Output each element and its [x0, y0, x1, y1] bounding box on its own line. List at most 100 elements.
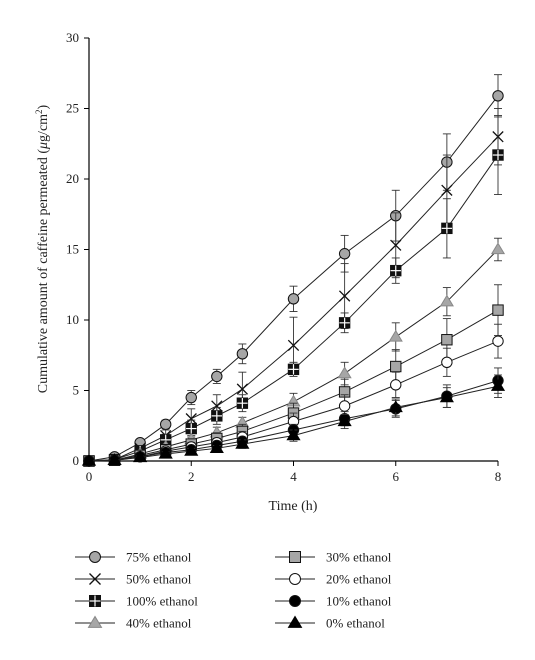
- legend-label: 75% ethanol: [126, 550, 192, 565]
- x-axis-title: Time (h): [269, 499, 318, 514]
- marker-stroke: [287, 339, 300, 352]
- data-point: [390, 360, 402, 373]
- data-point: [211, 410, 223, 422]
- marker-shape: [235, 436, 250, 449]
- marker-shape: [289, 595, 301, 607]
- data-point: [490, 379, 506, 391]
- legend-marker: [289, 551, 301, 563]
- series-0: [83, 74, 504, 467]
- legend-item: 50% ethanol: [75, 572, 192, 587]
- data-point: [184, 443, 199, 456]
- data-point: [287, 293, 300, 305]
- data-point: [492, 304, 504, 316]
- legend-label: 50% ethanol: [126, 572, 192, 587]
- x-tick-label: 8: [495, 469, 502, 484]
- data-point: [441, 356, 453, 368]
- marker-shape: [337, 414, 352, 427]
- marker-shape: [441, 356, 453, 368]
- x-tick-label: 2: [188, 469, 195, 484]
- marker-shape: [289, 573, 301, 585]
- legend-marker: [289, 595, 301, 607]
- y-tick-label: 10: [66, 312, 79, 327]
- data-point: [185, 422, 197, 435]
- series-7: [81, 374, 506, 466]
- data-point: [338, 248, 351, 260]
- marker-shape: [107, 453, 122, 465]
- data-point: [236, 348, 249, 360]
- data-point: [211, 370, 223, 383]
- legend-label: 0% ethanol: [326, 616, 385, 631]
- legend-item: 20% ethanol: [275, 572, 392, 587]
- marker-stroke: [390, 239, 402, 251]
- data-point: [287, 363, 300, 376]
- marker-shape: [492, 90, 504, 102]
- data-point: [287, 339, 300, 352]
- legend-label: 10% ethanol: [326, 594, 392, 609]
- marker-shape: [158, 446, 173, 459]
- ticks: 0 2 4 6 8 0 5 10 15 20 25 30: [66, 30, 501, 484]
- data-point: [338, 290, 351, 302]
- marker-shape: [209, 441, 224, 453]
- marker-shape: [388, 329, 403, 342]
- legend-item: 40% ethanol: [75, 616, 192, 631]
- y-axis-title-unit: g/cm: [36, 114, 51, 142]
- marker-shape: [211, 370, 223, 383]
- data-point: [388, 400, 403, 413]
- data-point: [439, 390, 454, 403]
- data-point: [490, 242, 506, 255]
- legend-label: 40% ethanol: [126, 616, 192, 631]
- marker-shape: [388, 400, 403, 413]
- legend-item: 30% ethanol: [275, 550, 392, 565]
- marker-shape: [492, 335, 504, 347]
- marker-shape: [490, 242, 506, 255]
- marker-stroke: [211, 400, 223, 412]
- marker-shape: [441, 334, 453, 346]
- data-point: [388, 329, 403, 342]
- legend-label: 100% ethanol: [126, 594, 198, 609]
- marker-shape: [338, 400, 351, 412]
- marker-shape: [287, 293, 300, 305]
- data-point: [235, 436, 250, 449]
- data-point: [390, 239, 402, 251]
- legend-item: 75% ethanol: [75, 550, 192, 565]
- legend-item: 10% ethanol: [275, 594, 392, 609]
- marker-shape: [390, 360, 402, 373]
- data-point: [209, 441, 224, 453]
- marker-stroke: [185, 413, 197, 425]
- y-tick-label: 0: [73, 453, 80, 468]
- marker-shape: [185, 391, 197, 404]
- legend-marker: [287, 615, 303, 628]
- data-point: [158, 446, 173, 459]
- data-point: [338, 400, 351, 412]
- data-point: [185, 413, 197, 425]
- data-point: [133, 450, 148, 463]
- marker-shape: [236, 348, 249, 360]
- data-point: [286, 428, 301, 441]
- data-point: [236, 383, 249, 395]
- marker-shape: [89, 551, 101, 563]
- data-point: [81, 453, 97, 466]
- legend-marker: [89, 551, 101, 563]
- data-point: [337, 414, 352, 427]
- marker-shape: [338, 248, 351, 260]
- data-point: [338, 317, 351, 329]
- marker-shape: [337, 366, 352, 379]
- data-point: [441, 334, 453, 346]
- marker-shape: [159, 418, 172, 431]
- marker-shape: [492, 304, 504, 316]
- legend-marker: [89, 595, 101, 607]
- marker-shape: [289, 551, 301, 563]
- data-point: [211, 400, 223, 412]
- marker-shape: [287, 615, 303, 628]
- marker-shape: [490, 379, 506, 391]
- data-point: [441, 184, 453, 196]
- legend: 75% ethanol 30% ethanol 50% ethanol 20% eth…: [75, 550, 392, 631]
- marker-stroke: [441, 184, 453, 196]
- marker-shape: [184, 443, 199, 456]
- legend-marker: [89, 573, 101, 585]
- marker-shape: [439, 294, 454, 307]
- data-point: [390, 379, 402, 391]
- data-point: [441, 222, 453, 235]
- data-point: [492, 335, 504, 347]
